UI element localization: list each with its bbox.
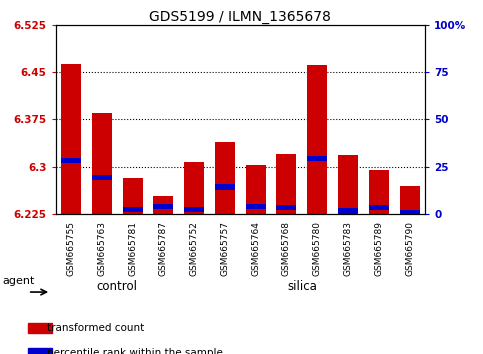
Title: GDS5199 / ILMN_1365678: GDS5199 / ILMN_1365678 xyxy=(149,10,331,24)
Bar xyxy=(276,205,297,210)
Text: GSM665781: GSM665781 xyxy=(128,221,137,276)
Bar xyxy=(153,204,173,209)
Text: GSM665763: GSM665763 xyxy=(97,221,106,276)
Text: GSM665752: GSM665752 xyxy=(190,221,199,276)
Bar xyxy=(61,64,81,214)
Text: GSM665787: GSM665787 xyxy=(159,221,168,276)
Text: GSM665768: GSM665768 xyxy=(282,221,291,276)
Text: GSM665780: GSM665780 xyxy=(313,221,322,276)
Bar xyxy=(92,175,112,180)
Bar xyxy=(246,165,266,214)
Text: transformed count: transformed count xyxy=(47,323,145,333)
Bar xyxy=(184,207,204,212)
Bar xyxy=(215,142,235,214)
Bar xyxy=(246,204,266,209)
Bar xyxy=(61,158,81,163)
Bar xyxy=(369,170,389,214)
Bar xyxy=(338,155,358,214)
Bar xyxy=(399,210,420,215)
Bar xyxy=(338,209,358,213)
Text: percentile rank within the sample: percentile rank within the sample xyxy=(47,348,223,354)
Text: GSM665789: GSM665789 xyxy=(374,221,384,276)
Bar xyxy=(123,207,142,212)
Text: control: control xyxy=(97,280,138,293)
Bar xyxy=(123,178,142,214)
Bar xyxy=(307,156,327,161)
Text: GSM665757: GSM665757 xyxy=(220,221,229,276)
Text: agent: agent xyxy=(3,276,35,286)
Text: silica: silica xyxy=(287,280,317,293)
Text: GSM665783: GSM665783 xyxy=(343,221,353,276)
Bar xyxy=(92,113,112,214)
Text: GSM665755: GSM665755 xyxy=(67,221,75,276)
Bar xyxy=(28,323,52,333)
Bar xyxy=(28,348,52,354)
Bar xyxy=(153,196,173,214)
Bar xyxy=(184,162,204,214)
Text: GSM665790: GSM665790 xyxy=(405,221,414,276)
Bar xyxy=(307,65,327,214)
Bar xyxy=(399,186,420,214)
Bar xyxy=(276,154,297,214)
Text: GSM665764: GSM665764 xyxy=(251,221,260,276)
Bar xyxy=(215,184,235,189)
Bar xyxy=(369,205,389,210)
